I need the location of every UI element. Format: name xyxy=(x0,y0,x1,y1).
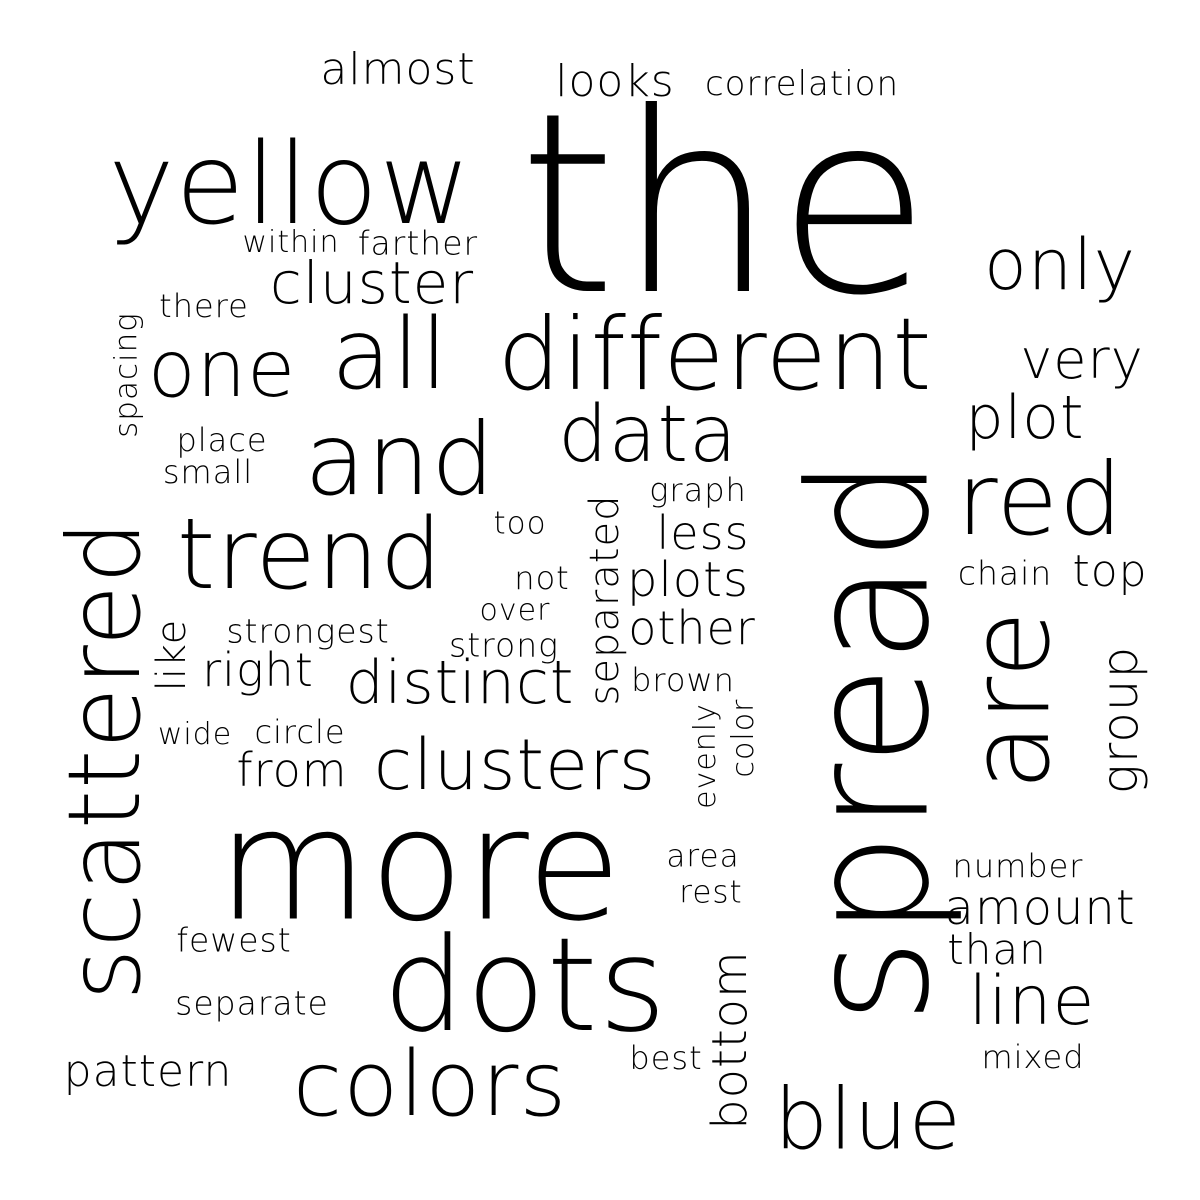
word-colors: colors xyxy=(292,1032,568,1137)
word-right: right xyxy=(202,643,314,697)
word-than: than xyxy=(947,925,1047,974)
word-trend: trend xyxy=(176,498,444,612)
word-group: group xyxy=(1091,645,1149,795)
word-more: more xyxy=(217,774,623,956)
word-separate: separate xyxy=(175,983,329,1023)
word-like: like xyxy=(149,618,195,692)
word-top: top xyxy=(1072,546,1148,597)
word-pattern: pattern xyxy=(63,1046,233,1097)
word-the: the xyxy=(518,59,932,350)
word-one: one xyxy=(147,325,297,415)
word-small: small xyxy=(162,453,254,491)
word-all: all xyxy=(331,298,449,412)
word-and: and xyxy=(304,401,496,518)
word-graph: graph xyxy=(649,471,747,509)
word-place: place xyxy=(176,421,268,459)
word-spread: spread xyxy=(773,455,966,1025)
word-only: only xyxy=(983,224,1137,306)
word-chain: chain xyxy=(957,553,1053,593)
word-are: are xyxy=(946,609,1074,791)
word-amount: amount xyxy=(944,880,1136,936)
word-there: there xyxy=(159,287,249,325)
word-farther: farther xyxy=(357,223,479,263)
word-very: very xyxy=(1020,328,1144,391)
word-spacing: spacing xyxy=(108,312,145,438)
word-blue: blue xyxy=(774,1070,962,1170)
word-plot: plot xyxy=(965,383,1085,453)
word-correlation: correlation xyxy=(704,64,900,104)
word-not: not xyxy=(514,559,570,597)
word-strongest: strongest xyxy=(226,611,390,651)
word-almost: almost xyxy=(320,44,476,95)
word-fewest: fewest xyxy=(176,920,292,960)
word-best: best xyxy=(629,1039,703,1077)
word-less: less xyxy=(656,506,750,560)
word-color: color xyxy=(726,698,761,778)
word-bottom: bottom xyxy=(702,950,758,1130)
word-within: within xyxy=(242,225,340,260)
word-looks: looks xyxy=(555,56,675,107)
word-plots: plots xyxy=(627,552,749,608)
word-rest: rest xyxy=(679,874,743,911)
word-wide: wide xyxy=(157,717,233,752)
word-scattered: scattered xyxy=(46,519,163,1001)
word-evenly: evenly xyxy=(688,703,723,809)
word-red: red xyxy=(956,441,1124,558)
word-brown: brown xyxy=(631,661,735,699)
word-from: from xyxy=(236,743,348,797)
word-over: over xyxy=(479,593,551,628)
word-data: data xyxy=(558,390,738,480)
word-other: other xyxy=(628,601,756,655)
word-circle: circle xyxy=(254,713,346,751)
word-distinct: distinct xyxy=(345,648,575,718)
word-too: too xyxy=(493,505,547,542)
word-different: different xyxy=(497,296,933,413)
word-dots: dots xyxy=(382,909,668,1061)
word-cluster: cluster xyxy=(269,249,475,317)
word-mixed: mixed xyxy=(981,1038,1085,1076)
word-separated: separated xyxy=(582,494,628,706)
word-clusters: clusters xyxy=(373,724,657,806)
word-strong: strong xyxy=(449,625,559,665)
word-line: line xyxy=(968,962,1096,1041)
word-number: number xyxy=(952,847,1084,885)
word-yellow: yellow xyxy=(108,120,472,250)
word-area: area xyxy=(666,838,740,875)
